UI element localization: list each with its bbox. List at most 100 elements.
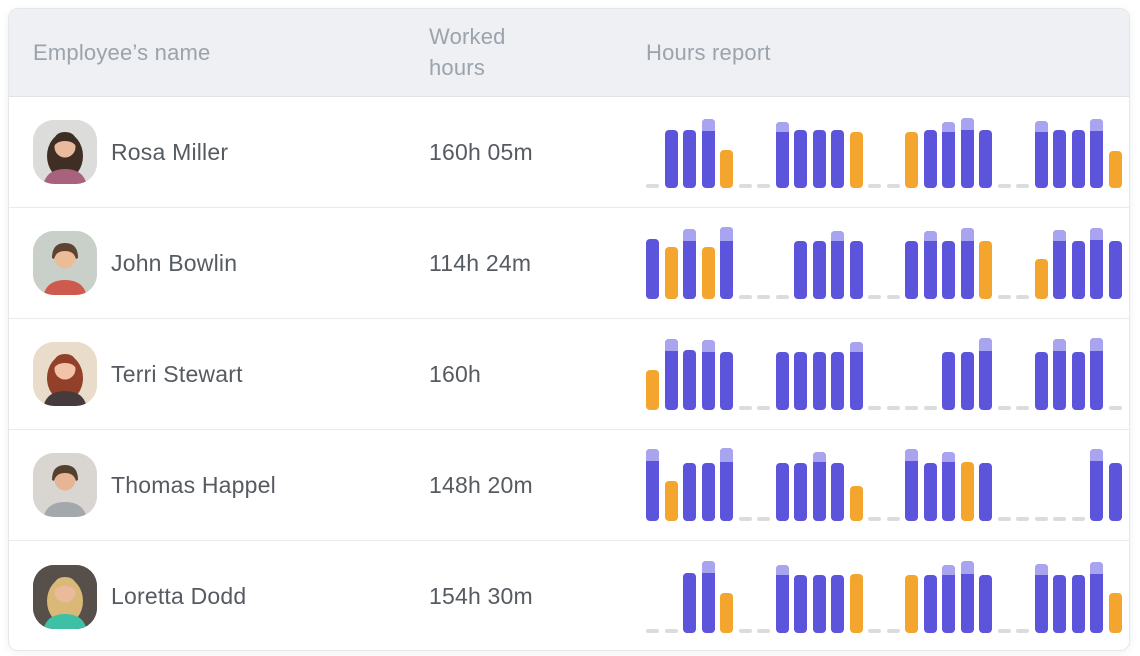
workday-bar[interactable]: [794, 575, 808, 633]
day-off-dash: [1016, 295, 1030, 299]
special-day-bar[interactable]: [905, 132, 919, 188]
special-day-bar[interactable]: [720, 150, 734, 188]
workday-bar[interactable]: [1090, 562, 1104, 633]
table-row[interactable]: Terri Stewart 160h: [9, 319, 1129, 430]
workday-bar[interactable]: [812, 241, 826, 299]
day-off-dash: [1016, 517, 1030, 521]
workday-bar[interactable]: [683, 229, 697, 299]
workday-bar[interactable]: [1090, 228, 1104, 299]
workday-bar[interactable]: [942, 122, 956, 188]
workday-bar[interactable]: [923, 463, 937, 521]
special-day-bar[interactable]: [664, 481, 678, 521]
table-row[interactable]: Rosa Miller 160h 05m: [9, 97, 1129, 208]
workday-bar[interactable]: [794, 352, 808, 410]
workday-bar[interactable]: [1071, 130, 1085, 188]
workday-bar[interactable]: [794, 463, 808, 521]
workday-bar[interactable]: [1071, 241, 1085, 299]
special-day-bar[interactable]: [701, 247, 715, 299]
workday-bar[interactable]: [960, 118, 974, 188]
workday-bar[interactable]: [942, 565, 956, 633]
workday-bar[interactable]: [683, 350, 697, 410]
special-day-bar[interactable]: [849, 574, 863, 633]
workday-bar[interactable]: [1090, 449, 1104, 521]
workday-bar[interactable]: [849, 342, 863, 410]
workday-bar[interactable]: [942, 241, 956, 299]
workday-bar[interactable]: [646, 449, 659, 521]
workday-bar[interactable]: [849, 241, 863, 299]
special-day-bar[interactable]: [646, 370, 659, 410]
workday-bar[interactable]: [923, 130, 937, 188]
workday-bar[interactable]: [701, 463, 715, 521]
overtime-cap: [1034, 121, 1048, 132]
workday-bar[interactable]: [1034, 121, 1048, 188]
workday-bar[interactable]: [775, 352, 789, 410]
workday-bar[interactable]: [1053, 130, 1067, 188]
workday-bar[interactable]: [720, 352, 734, 410]
special-day-bar[interactable]: [849, 132, 863, 188]
workday-bar[interactable]: [1034, 352, 1048, 410]
workday-bar[interactable]: [905, 241, 919, 299]
workday-bar[interactable]: [960, 352, 974, 410]
workday-bar[interactable]: [942, 452, 956, 521]
workday-bar[interactable]: [701, 340, 715, 410]
workday-bar[interactable]: [1034, 564, 1048, 633]
workday-bar[interactable]: [923, 575, 937, 633]
workday-bar[interactable]: [1108, 241, 1122, 299]
special-day-bar[interactable]: [849, 486, 863, 521]
workday-bar[interactable]: [979, 575, 993, 633]
workday-bar[interactable]: [794, 130, 808, 188]
workday-bar[interactable]: [701, 119, 715, 188]
workday-bar[interactable]: [664, 130, 678, 188]
workday-bar[interactable]: [979, 338, 993, 410]
workday-bar[interactable]: [812, 575, 826, 633]
workday-bar[interactable]: [831, 231, 845, 299]
table-row[interactable]: John Bowlin 114h 24m: [9, 208, 1129, 319]
special-day-bar[interactable]: [979, 241, 993, 299]
special-day-bar[interactable]: [720, 593, 734, 633]
workday-bar[interactable]: [720, 448, 734, 521]
workday-bar[interactable]: [683, 130, 697, 188]
workday-bar[interactable]: [1071, 575, 1085, 633]
workday-bar[interactable]: [683, 573, 697, 633]
workday-bar[interactable]: [831, 130, 845, 188]
workday-bar[interactable]: [960, 228, 974, 299]
workday-bar[interactable]: [979, 463, 993, 521]
special-day-bar[interactable]: [1034, 259, 1048, 299]
workday-bar[interactable]: [831, 575, 845, 633]
workday-bar[interactable]: [775, 463, 789, 521]
workday-bar[interactable]: [812, 130, 826, 188]
workday-bar[interactable]: [664, 339, 678, 410]
workday-bar[interactable]: [812, 352, 826, 410]
table-row[interactable]: Loretta Dodd 154h 30m: [9, 541, 1129, 650]
workday-bar[interactable]: [1053, 575, 1067, 633]
special-day-bar[interactable]: [905, 575, 919, 633]
workday-bar[interactable]: [701, 561, 715, 633]
overtime-cap: [683, 229, 697, 241]
workday-bar[interactable]: [720, 227, 734, 299]
workday-bar[interactable]: [831, 463, 845, 521]
workday-bar[interactable]: [923, 231, 937, 299]
workday-bar[interactable]: [775, 565, 789, 633]
workday-bar[interactable]: [960, 561, 974, 633]
workday-bar[interactable]: [1071, 352, 1085, 410]
workday-bar[interactable]: [1053, 230, 1067, 299]
workday-bar[interactable]: [905, 449, 919, 521]
workday-bar[interactable]: [979, 130, 993, 188]
workday-bar[interactable]: [831, 352, 845, 410]
workday-bar[interactable]: [1090, 119, 1104, 188]
workday-bar[interactable]: [794, 241, 808, 299]
special-day-bar[interactable]: [1108, 593, 1122, 633]
special-day-bar[interactable]: [960, 462, 974, 521]
special-day-bar[interactable]: [664, 247, 678, 299]
special-day-bar[interactable]: [1108, 151, 1122, 188]
workday-bar[interactable]: [775, 122, 789, 188]
workday-bar[interactable]: [812, 452, 826, 521]
workday-bar[interactable]: [683, 463, 697, 521]
workday-bar[interactable]: [942, 352, 956, 410]
workday-bar[interactable]: [646, 239, 659, 299]
day-off-dash: [1108, 406, 1122, 410]
table-row[interactable]: Thomas Happel 148h 20m: [9, 430, 1129, 541]
workday-bar[interactable]: [1108, 463, 1122, 521]
workday-bar[interactable]: [1090, 338, 1104, 410]
workday-bar[interactable]: [1053, 339, 1067, 410]
